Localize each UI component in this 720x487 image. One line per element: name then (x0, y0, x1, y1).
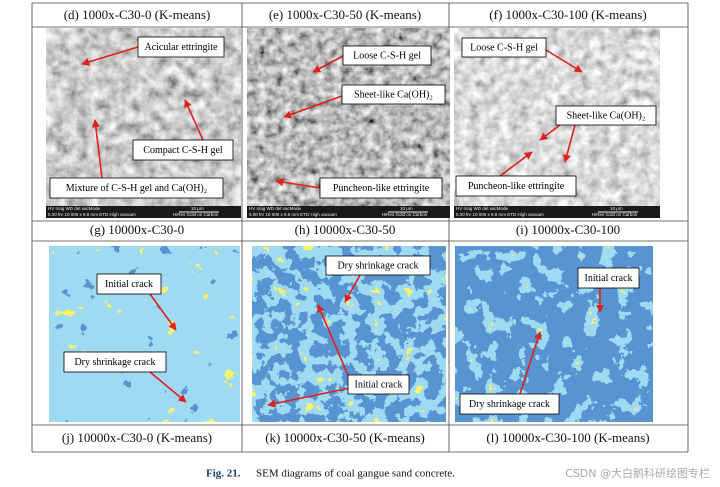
panel-caption: (g) 10000x-C30-0 (90, 222, 184, 237)
info-settings: 5.00 kV 10 000 x 9.8 mm ETD High vacuum (249, 212, 337, 217)
label-box (49, 177, 224, 199)
arrow (267, 387, 351, 408)
label-box (455, 175, 577, 197)
arrow (519, 331, 542, 395)
arrow (317, 304, 351, 381)
label-box (342, 45, 432, 66)
arrow (184, 99, 204, 141)
label-box (63, 351, 167, 373)
annotation-label: Acicular ettringite (144, 42, 218, 53)
arrow (149, 293, 177, 331)
panel-caption: (d) 1000x-C30-0 (K-means) (64, 7, 211, 22)
captions: (d) 1000x-C30-0 (K-means) (e) 1000x-C30-… (62, 7, 650, 445)
arrow (91, 119, 103, 179)
arrow (539, 124, 561, 141)
annotation-label: Puncheon-like ettringite (468, 181, 565, 192)
info-header: HV mag WD det vacMode (48, 206, 101, 211)
arrow (563, 124, 576, 163)
arrow (344, 274, 361, 303)
annotation-label: Puncheon-like ettringite (333, 183, 430, 194)
scale-label: 10 μm (191, 206, 204, 211)
annotation-label: Sheet-like Ca(OH)₂ (567, 110, 646, 121)
label-box (319, 177, 443, 199)
info-header: HV mag WD det vacMode (456, 206, 509, 211)
label-box (137, 36, 225, 58)
annotation-label: Initial crack (584, 273, 632, 284)
panel-caption: (f) 1000x-C30-100 (K-means) (489, 7, 646, 22)
label-box (461, 37, 547, 58)
panel-caption: (i) 10000x-C30-100 (516, 222, 620, 237)
label-box (132, 139, 234, 161)
annotation-label: Dry shrinkage crack (337, 260, 418, 271)
label-box (577, 267, 640, 289)
label-box (459, 393, 560, 415)
info-coating: HiRes Gold on Carbon (592, 212, 638, 217)
label-box (325, 255, 431, 276)
annotation-label: Compact C-S-H gel (143, 145, 223, 156)
scale-label: 10 μm (610, 206, 623, 211)
figure-label: Fig. 21. (206, 468, 241, 480)
scale-label: 10 μm (400, 206, 413, 211)
annotations: Acicular ettringite Compact C-S-H gel Mixt… (49, 36, 657, 415)
arrow (81, 46, 139, 66)
annotation-label: Initial crack (105, 279, 153, 290)
arrow (312, 55, 344, 73)
panel-caption: (e) 1000x-C30-50 (K-means) (269, 7, 421, 22)
annotation-label: Initial crack (354, 379, 402, 390)
info-bar (454, 206, 660, 218)
annotation-label: Dry shrinkage crack (469, 399, 550, 410)
annotation-label: Loose C-S-H gel (353, 50, 421, 61)
arrow (545, 49, 583, 73)
label-box (555, 105, 657, 126)
label-box (96, 273, 162, 295)
annotation-label: Sheet-like Ca(OH)₂ (354, 89, 433, 100)
label-box (347, 374, 410, 395)
info-bar (46, 206, 241, 218)
panel-caption: (k) 10000x-C30-50 (K-means) (265, 430, 425, 445)
info-settings: 5.00 kV 10 000 x 9.8 mm ETD High vacuum (48, 212, 136, 217)
info-coating: HiRes Gold on Carbon (382, 212, 428, 217)
annotation-label: Loose C-S-H gel (470, 42, 538, 53)
arrow (283, 95, 343, 119)
info-bar (247, 206, 450, 218)
label-box (341, 84, 446, 105)
panel-caption: (l) 10000x-C30-100 (K-means) (486, 430, 649, 445)
panel-grid (31, 2, 689, 453)
annotation-label: Mixture of C-S-H gel and Ca(OH)₂ (66, 183, 208, 194)
panel-caption: (j) 10000x-C30-0 (K-means) (62, 430, 212, 445)
info-settings: 5.00 kV 10 000 x 9.8 mm ETD High vacuum (456, 212, 544, 217)
info-coating: HiRes Gold on Carbon (173, 212, 219, 217)
watermark: CSDN @大白鹅科研绘图专栏 (565, 466, 710, 480)
arrow (499, 151, 533, 177)
kmeans-image (49, 246, 240, 422)
annotation-label: Dry shrinkage crack (74, 357, 155, 368)
arrow (149, 371, 187, 403)
panel-caption: (h) 10000x-C30-50 (295, 222, 396, 237)
figure-caption: SEM diagrams of coal gangue sand concret… (256, 468, 455, 480)
info-header: HV mag WD det vacMode (249, 206, 302, 211)
arrow (275, 178, 321, 189)
